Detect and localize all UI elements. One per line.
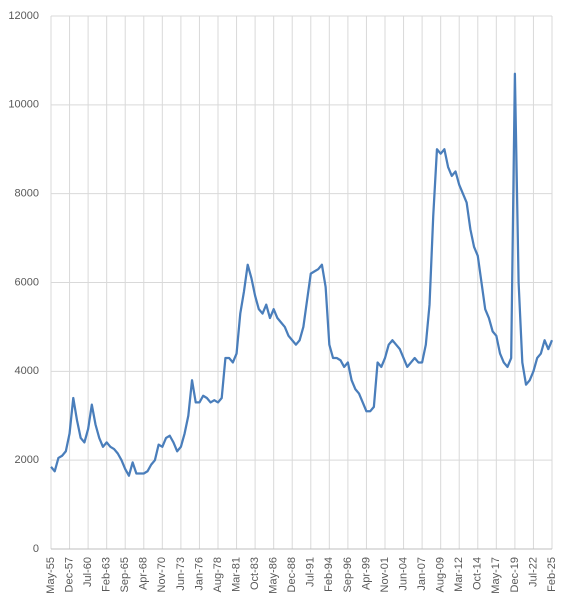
y-tick-label: 8000 (15, 188, 39, 200)
x-tick-label: Aug-09 (435, 557, 447, 592)
x-tick-label: Apr-68 (138, 557, 150, 590)
x-tick-label: May-17 (490, 557, 502, 594)
y-tick-label: 12000 (8, 10, 39, 22)
x-tick-label: Nov-01 (379, 557, 391, 592)
x-tick-label: Oct-83 (249, 557, 261, 590)
x-tick-label: Dec-19 (509, 557, 521, 592)
x-tick-label: Oct-14 (472, 557, 484, 590)
x-tick-label: Jan-07 (416, 557, 428, 591)
x-tick-label: Jan-76 (193, 557, 205, 591)
x-tick-label: Mar-81 (230, 557, 242, 592)
x-tick-label: Feb-94 (323, 557, 335, 592)
x-tick-label: Jul-22 (527, 557, 539, 587)
x-tick-label: May-86 (268, 557, 280, 594)
x-tick-label: Feb-25 (546, 557, 558, 592)
x-tick-label: Dec-57 (63, 557, 75, 592)
x-tick-label: Sep-96 (342, 557, 354, 592)
x-tick-label: Jun-73 (175, 557, 187, 591)
x-tick-label: Jul-60 (82, 557, 94, 587)
x-tick-label: Jul-91 (305, 557, 317, 587)
x-tick-label: Aug-78 (212, 557, 224, 592)
line (50, 72, 554, 477)
x-tick-label: Feb-63 (101, 557, 113, 592)
y-tick-label: 4000 (15, 365, 39, 377)
x-tick-label: May-55 (45, 557, 57, 594)
x-tick-label: Jun-04 (397, 557, 409, 591)
x-tick-label: Nov-70 (156, 557, 168, 592)
x-tick-label: Dec-88 (286, 557, 298, 592)
y-tick-label: 0 (33, 543, 39, 555)
y-tick-label: 10000 (8, 99, 39, 111)
y-tick-label: 2000 (15, 454, 39, 466)
x-tick-label: Apr-99 (360, 557, 372, 590)
x-tick-label: Mar-12 (453, 557, 465, 592)
x-tick-label: Sep-65 (119, 557, 131, 592)
y-tick-label: 6000 (15, 276, 39, 288)
